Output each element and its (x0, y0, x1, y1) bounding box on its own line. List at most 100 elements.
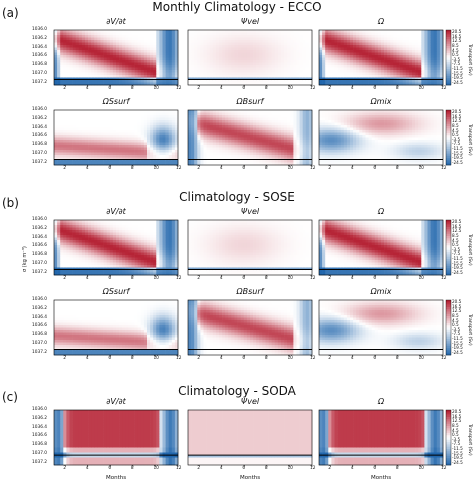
heatmap-cell (381, 130, 385, 133)
heatmap-cell (194, 52, 198, 56)
heatmap-cell (147, 150, 151, 153)
heatmap-cell (281, 37, 285, 41)
heatmap-cell (209, 42, 214, 46)
heatmap-cell (81, 112, 86, 116)
heatmap-cell (243, 147, 248, 151)
heatmap-cell (256, 135, 260, 138)
heatmap-cell (134, 67, 138, 71)
heatmap-cell (331, 50, 335, 53)
heatmap-cell (328, 162, 332, 166)
heatmap-cell (212, 122, 217, 126)
heatmap-cell (353, 40, 357, 43)
heatmap-cell (69, 152, 73, 156)
heatmap-cell (328, 160, 332, 163)
heatmap-cell (265, 62, 269, 66)
heatmap-cell (97, 30, 101, 33)
heatmap-cell (337, 125, 341, 128)
heatmap-cell (246, 40, 251, 43)
heatmap-cell (433, 65, 438, 68)
heatmap-cell (100, 47, 104, 51)
heatmap-cell (281, 147, 285, 151)
heatmap-cell (253, 142, 257, 146)
heatmap-cell (94, 47, 98, 51)
heatmap-cell (212, 75, 217, 78)
heatmap-cell (293, 35, 297, 38)
heatmap-cell (125, 132, 129, 136)
heatmap-cell (143, 152, 148, 156)
heatmap-cell (281, 72, 285, 76)
heatmap-cell (66, 117, 70, 121)
heatmap-cell (143, 40, 148, 43)
heatmap-cell (228, 80, 232, 83)
heatmap-cell (134, 65, 138, 68)
heatmap-cell (302, 150, 307, 153)
heatmap-cell (81, 137, 86, 141)
heatmap-cell (256, 60, 260, 63)
heatmap-cell (240, 157, 245, 161)
heatmap-cell (234, 70, 238, 73)
heatmap-cell (165, 45, 169, 48)
heatmap-cell (106, 135, 111, 138)
heatmap-cell (353, 55, 357, 58)
heatmap-cell (305, 57, 310, 61)
heatmap-cell (374, 30, 379, 33)
heatmap-cell (78, 157, 83, 161)
heatmap-cell (91, 130, 95, 133)
heatmap-cell (337, 122, 341, 126)
heatmap-cell (374, 75, 379, 78)
heatmap-cell (97, 82, 101, 86)
heatmap-cell (240, 117, 245, 121)
heatmap-cell (203, 80, 207, 83)
heatmap-cell (106, 155, 111, 158)
heatmap-cell (365, 112, 369, 116)
heatmap-cell (231, 110, 235, 113)
heatmap-cell (319, 65, 323, 68)
heatmap-cell (131, 77, 135, 81)
heatmap-cell (259, 37, 263, 41)
heatmap-cell (287, 125, 291, 128)
heatmap-cell (54, 112, 58, 116)
heatmap-cell (362, 125, 366, 128)
heatmap-cell (150, 150, 154, 153)
heatmap-cell (381, 65, 385, 68)
heatmap-cell (156, 130, 160, 133)
heatmap-cell (262, 55, 266, 58)
heatmap-cell (256, 140, 260, 143)
heatmap-cell (337, 47, 341, 51)
heatmap-cell (219, 47, 223, 51)
heatmap-cell (225, 45, 229, 48)
heatmap-cell (368, 115, 372, 118)
heatmap-cell (206, 142, 210, 146)
heatmap-cell (328, 155, 332, 158)
heatmap-cell (215, 65, 220, 68)
heatmap-cell (78, 125, 83, 128)
heatmap-cell (337, 75, 341, 78)
heatmap-cell (150, 75, 154, 78)
heatmap-cell (405, 40, 410, 43)
heatmap-cell (150, 110, 154, 113)
heatmap-cell (168, 140, 173, 143)
heatmap-cell (371, 70, 376, 73)
heatmap-cell (150, 65, 154, 68)
heatmap-cell (334, 147, 338, 151)
heatmap-cell (75, 32, 80, 36)
heatmap-cell (290, 140, 294, 143)
heatmap-cell (219, 55, 223, 58)
heatmap-cell (150, 77, 154, 81)
heatmap-cell (240, 120, 245, 123)
heatmap-cell (128, 40, 132, 43)
heatmap-cell (69, 72, 73, 76)
heatmap-cell (191, 30, 195, 33)
heatmap-cell (222, 110, 226, 113)
heatmap-cell (165, 162, 169, 166)
heatmap-cell (396, 112, 400, 116)
heatmap-cell (308, 55, 313, 58)
heatmap-cell (368, 72, 372, 76)
heatmap-cell (274, 115, 279, 118)
heatmap-cell (60, 75, 64, 78)
heatmap-cell (427, 45, 431, 48)
heatmap-cell (54, 132, 58, 136)
heatmap-cell (137, 67, 142, 71)
heatmap-cell (137, 152, 142, 156)
heatmap-cell (165, 47, 169, 51)
